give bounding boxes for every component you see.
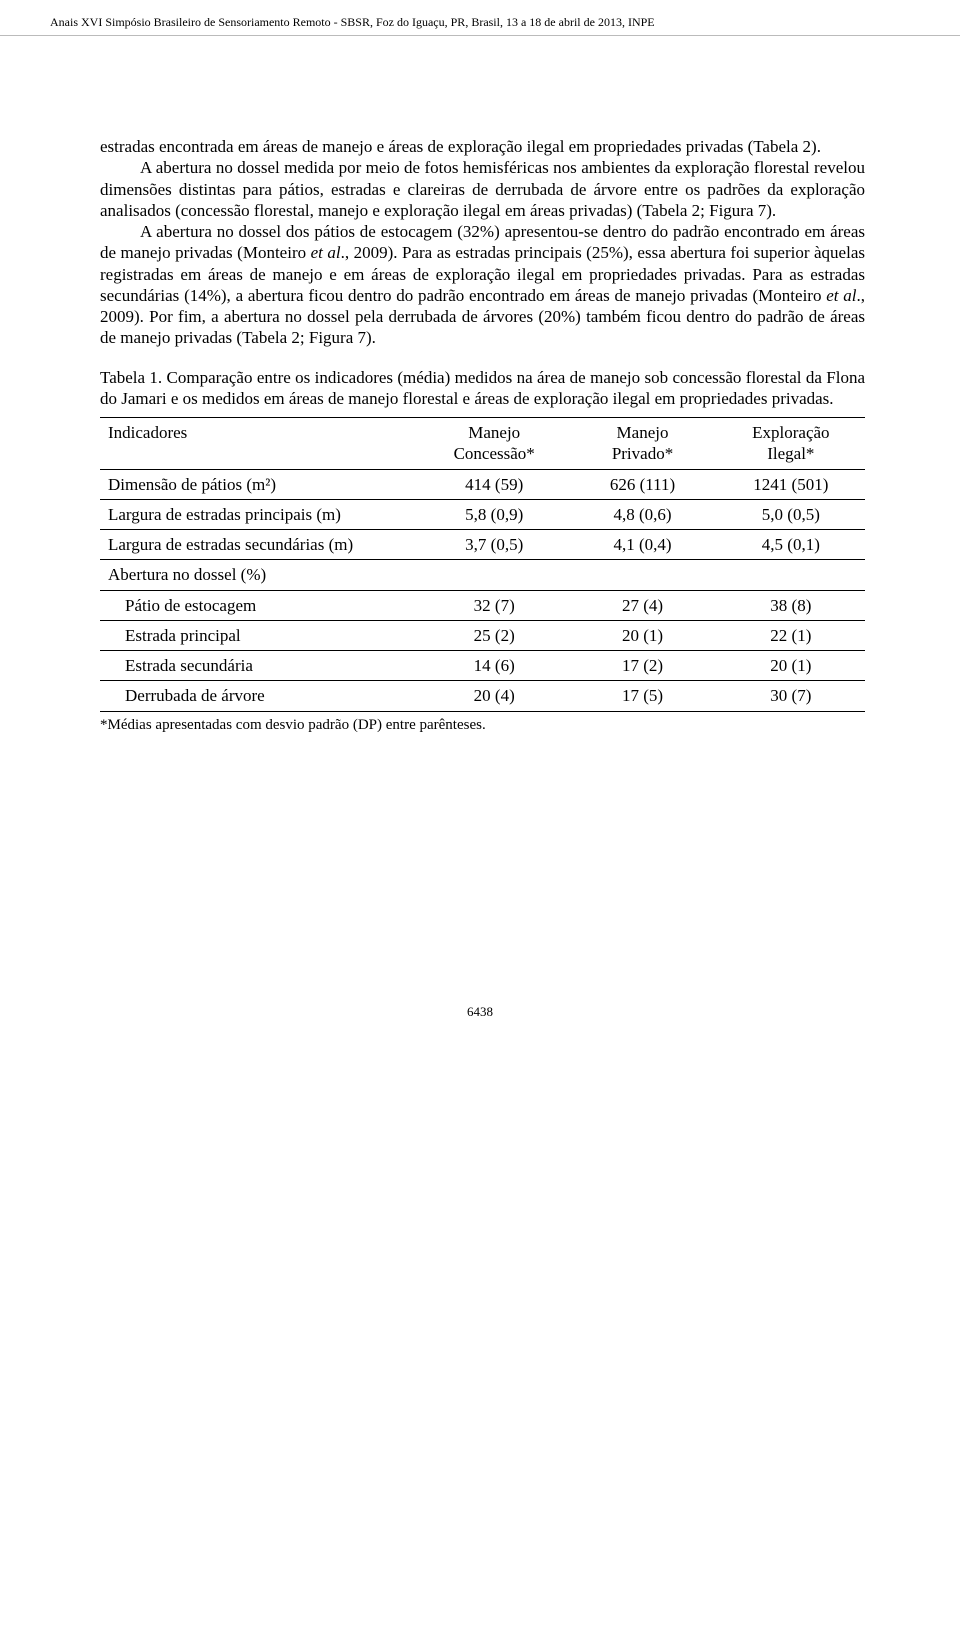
table-caption: Tabela 1. Comparação entre os indicadore… [100,367,865,410]
cell-c2: 20 (1) [568,620,716,650]
cell-c3 [717,560,865,590]
paragraph-1: estradas encontrada em áreas de manejo e… [100,136,865,157]
cell-c1: 32 (7) [420,590,568,620]
table-header-row: Indicadores ManejoConcessão* ManejoPriva… [100,418,865,470]
cell-ind: Derrubada de árvore [100,681,420,711]
cell-c3: 30 (7) [717,681,865,711]
table-footnote: *Médias apresentadas com desvio padrão (… [100,716,865,735]
cell-ind: Largura de estradas secundárias (m) [100,530,420,560]
cell-c2: 17 (5) [568,681,716,711]
cell-ind: Largura de estradas principais (m) [100,499,420,529]
cell-c1: 3,7 (0,5) [420,530,568,560]
cell-ind: Estrada secundária [100,651,420,681]
th-privado: ManejoPrivado* [568,418,716,470]
cell-c3: 38 (8) [717,590,865,620]
p3-et1: et al [311,243,341,262]
p3-et2: et al [826,286,856,305]
footnote-text: *Médias apresentadas com desvio padrão (… [100,717,486,733]
cell-c2: 4,8 (0,6) [568,499,716,529]
p2-text: A abertura no dossel medida por meio de … [100,158,865,220]
table-row: Abertura no dossel (%) [100,560,865,590]
p1-text: estradas encontrada em áreas de manejo e… [100,137,821,156]
header-text: Anais XVI Simpósio Brasileiro de Sensori… [50,15,655,29]
cell-ind: Pátio de estocagem [100,590,420,620]
cell-c2: 27 (4) [568,590,716,620]
indicators-table: Indicadores ManejoConcessão* ManejoPriva… [100,417,865,712]
cell-c3: 4,5 (0,1) [717,530,865,560]
cell-c3: 20 (1) [717,651,865,681]
page-number-text: 6438 [467,1004,493,1019]
cell-c3: 1241 (501) [717,469,865,499]
table-body: Dimensão de pátios (m²) 414 (59) 626 (11… [100,469,865,711]
table-row: Largura de estradas secundárias (m) 3,7 … [100,530,865,560]
cell-ind: Estrada principal [100,620,420,650]
cell-c1: 25 (2) [420,620,568,650]
table-row: Estrada principal 25 (2) 20 (1) 22 (1) [100,620,865,650]
cell-ind: Dimensão de pátios (m²) [100,469,420,499]
cell-ind: Abertura no dossel (%) [100,560,420,590]
cell-c2 [568,560,716,590]
page-number: 6438 [0,1004,960,1040]
th-ilegal: ExploraçãoIlegal* [717,418,865,470]
main-content: estradas encontrada em áreas de manejo e… [0,136,960,734]
caption-text: Tabela 1. Comparação entre os indicadore… [100,368,865,408]
cell-c2: 626 (111) [568,469,716,499]
page-header: Anais XVI Simpósio Brasileiro de Sensori… [0,0,960,36]
th-concessao: ManejoConcessão* [420,418,568,470]
cell-c3: 22 (1) [717,620,865,650]
cell-c1 [420,560,568,590]
table-row: Estrada secundária 14 (6) 17 (2) 20 (1) [100,651,865,681]
table-row: Pátio de estocagem 32 (7) 27 (4) 38 (8) [100,590,865,620]
cell-c1: 14 (6) [420,651,568,681]
cell-c2: 17 (2) [568,651,716,681]
cell-c3: 5,0 (0,5) [717,499,865,529]
paragraph-2: A abertura no dossel medida por meio de … [100,157,865,221]
cell-c2: 4,1 (0,4) [568,530,716,560]
cell-c1: 414 (59) [420,469,568,499]
cell-c1: 20 (4) [420,681,568,711]
cell-c1: 5,8 (0,9) [420,499,568,529]
table-row: Largura de estradas principais (m) 5,8 (… [100,499,865,529]
th-indicadores: Indicadores [100,418,420,470]
table-row: Derrubada de árvore 20 (4) 17 (5) 30 (7) [100,681,865,711]
table-row: Dimensão de pátios (m²) 414 (59) 626 (11… [100,469,865,499]
paragraph-3: A abertura no dossel dos pátios de estoc… [100,221,865,349]
